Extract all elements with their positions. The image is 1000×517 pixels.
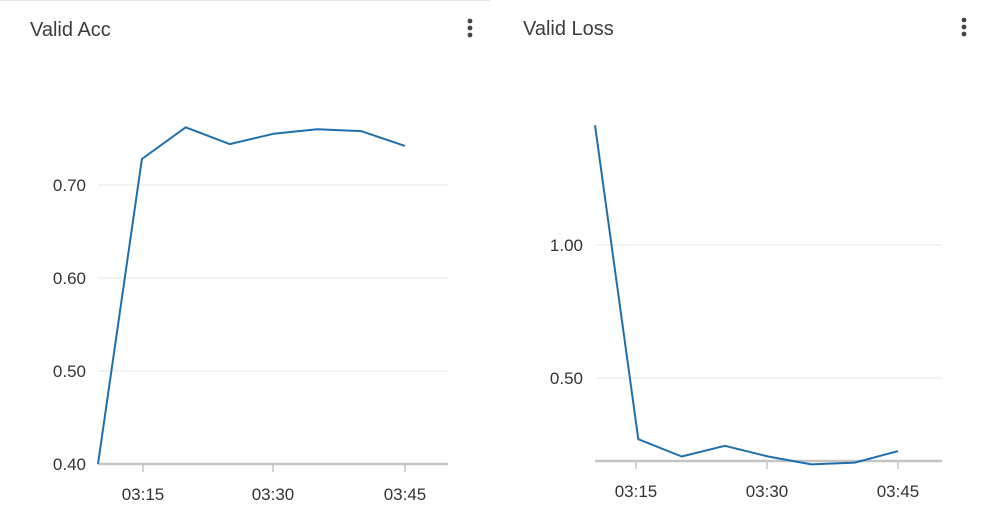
y-tick-label: 0.70	[53, 176, 86, 195]
x-tick-label: 03:30	[252, 485, 295, 504]
series-line	[595, 125, 898, 464]
x-tick-label: 03:45	[877, 482, 920, 501]
x-tick-label: 03:15	[615, 482, 658, 501]
y-tick-label: 0.60	[53, 269, 86, 288]
series-line	[98, 127, 405, 464]
y-tick-label: 0.50	[550, 369, 583, 388]
y-tick-label: 1.00	[550, 236, 583, 255]
x-tick-label: 03:15	[122, 485, 165, 504]
valid-acc-chart: 0.40 0.50 0.60 0.70 03:15 03:30 03:45	[0, 1, 490, 517]
y-tick-label: 0.50	[53, 362, 86, 381]
x-tick-label: 03:30	[746, 482, 789, 501]
valid-loss-chart: 0.50 1.00 03:15 03:30 03:45	[505, 0, 995, 516]
x-tick-label: 03:45	[384, 485, 427, 504]
y-tick-label: 0.40	[53, 455, 86, 474]
